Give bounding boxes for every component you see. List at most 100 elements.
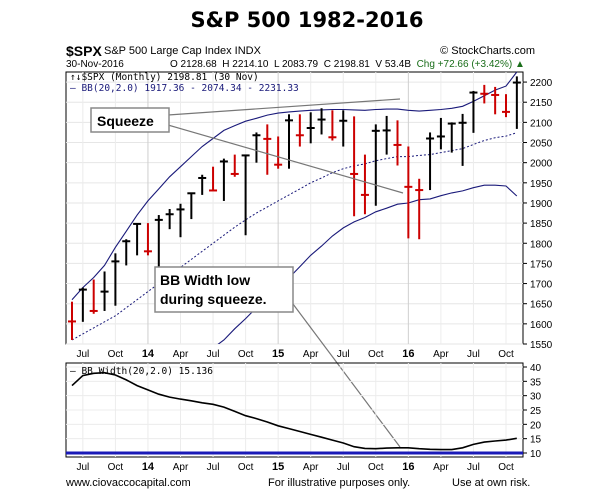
bollinger-bands (71, 71, 518, 344)
price-xtick-label: Oct (368, 349, 384, 360)
footer-disclaimer: For illustrative purposes only. (268, 477, 411, 489)
candle (350, 116, 359, 217)
candle (230, 154, 239, 177)
candle (133, 222, 142, 256)
candle (252, 132, 261, 163)
change-value: Chg +72.66 (+3.42%) ▲ (416, 59, 525, 70)
price-xtick-label: 16 (402, 348, 414, 360)
symbol-description: S&P 500 Large Cap Index INDX (104, 45, 261, 57)
indicator-xtick-label: Apr (433, 462, 449, 473)
indicator-legend: — BB Width(20,2.0) 15.136 (70, 366, 213, 377)
indicator-grid (66, 363, 523, 457)
price-legend-series: ↑↓$SPX (Monthly) 2198.81 (30 Nov) (70, 72, 259, 83)
candle (198, 174, 207, 195)
candle (143, 223, 152, 256)
bb-lower-line (217, 184, 518, 344)
candle (502, 94, 510, 118)
chart-title: S&P 500 1982-2016 (190, 8, 424, 32)
indicator-xtick-label: Apr (173, 462, 189, 473)
price-xtick-label: Jul (337, 349, 350, 360)
candles (68, 76, 521, 340)
candle (458, 113, 467, 166)
price-ytick-label: 1750 (530, 259, 553, 270)
footer-risk: Use at own risk. (452, 477, 531, 489)
indicator-ytick-label: 15 (530, 435, 542, 446)
candle (491, 86, 500, 115)
price-ytick-label: 1650 (530, 300, 553, 311)
candle (68, 301, 76, 340)
price-ytick-label: 2050 (530, 139, 553, 150)
indicator-xtick-label: Oct (108, 462, 124, 473)
price-xtick-label: Jul (76, 349, 89, 360)
price-ytick-label: 1800 (530, 239, 553, 250)
candle (187, 192, 196, 220)
price-xtick-label: Apr (173, 349, 189, 360)
candle (328, 110, 337, 141)
price-ytick-label: 1600 (530, 320, 553, 331)
candle (317, 108, 326, 135)
price-xtick-label: Oct (498, 349, 514, 360)
indicator-ytick-label: 40 (530, 363, 542, 374)
candle (165, 209, 174, 230)
candle (480, 84, 489, 104)
indicator-xtick-label: Jul (337, 462, 350, 473)
candle (512, 76, 521, 129)
volume-value: V 53.4B (375, 59, 411, 70)
bb-width-box (154, 266, 294, 313)
candle (447, 122, 456, 153)
price-x-axis: Jul Oct 14 Apr Jul Oct 15 Apr Jul Oct 16 Apr Jul Oct (76, 348, 514, 360)
candle (393, 120, 402, 166)
price-ytick-label: 2000 (530, 159, 553, 170)
indicator-x-axis: Jul Oct 14 Apr Jul Oct 15 Apr Jul Oct 16 Apr Jul Oct (76, 461, 514, 473)
squeeze-pointer-left (167, 98, 401, 116)
indicator-xtick-label: 15 (272, 461, 284, 473)
price-y-axis: 1550 1600 1650 1700 1750 1800 1850 1900 1950 2000… (523, 78, 553, 351)
candle (426, 132, 435, 191)
close-value: C 2198.81 (323, 59, 370, 70)
candle (263, 124, 272, 175)
candle (209, 166, 218, 192)
candle (122, 239, 131, 266)
indicator-xtick-label: Oct (368, 462, 384, 473)
indicator-ytick-label: 10 (530, 449, 542, 460)
indicator-xtick-label: Jul (207, 462, 220, 473)
squeeze-callout: Squeeze (90, 98, 404, 194)
price-xtick-label: 15 (272, 348, 284, 360)
indicator-ytick-label: 20 (530, 420, 542, 431)
indicator-ytick-label: 35 (530, 377, 542, 388)
indicator-xtick-label: Jul (467, 462, 480, 473)
candle (154, 215, 163, 270)
price-xtick-label: Apr (433, 349, 449, 360)
indicator-xtick-label: Oct (498, 462, 514, 473)
bb-middle-line (71, 132, 517, 341)
bb-width-label-line2: during squeeze. (160, 291, 267, 307)
candle (371, 124, 380, 206)
candle (360, 154, 369, 215)
candle (339, 110, 348, 147)
candle (241, 154, 250, 236)
indicator-xtick-label: 16 (402, 461, 414, 473)
bb-upper-line (71, 71, 518, 301)
indicator-xtick-label: Oct (238, 462, 254, 473)
open-value: O 2128.68 (170, 59, 217, 70)
price-ytick-label: 1850 (530, 219, 553, 230)
indicator-y-axis: 10 15 20 25 30 35 40 (523, 363, 542, 460)
symbol-label: $SPX (66, 43, 102, 59)
price-xtick-label: Jul (467, 349, 480, 360)
candle (89, 279, 98, 314)
price-ytick-label: 1950 (530, 179, 553, 190)
candle (415, 178, 424, 240)
candle (295, 114, 304, 147)
candle (469, 90, 478, 133)
high-value: H 2214.10 (222, 59, 269, 70)
indicator-ytick-label: 30 (530, 392, 542, 403)
price-ytick-label: 1550 (530, 340, 553, 351)
squeeze-box (90, 107, 170, 133)
low-value: L 2083.79 (274, 59, 319, 70)
footer-website: www.ciovaccocapital.com (66, 477, 191, 489)
brand-label: © StockCharts.com (440, 45, 535, 57)
price-xtick-label: Oct (108, 349, 124, 360)
price-ytick-label: 1700 (530, 280, 553, 291)
price-ytick-label: 2200 (530, 78, 553, 89)
